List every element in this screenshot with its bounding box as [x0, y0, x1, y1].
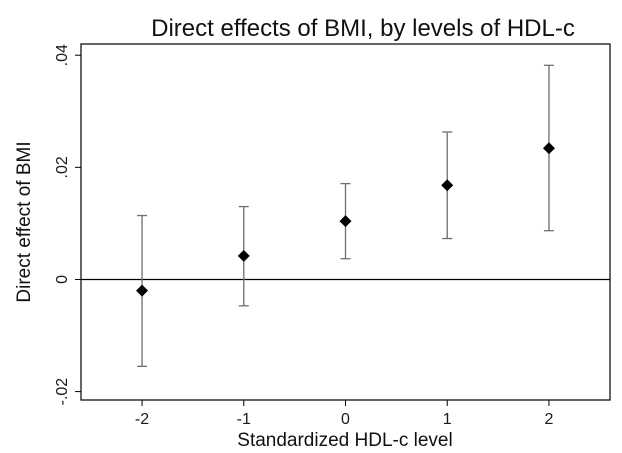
point-marker — [542, 142, 555, 155]
y-tick-label: .02 — [54, 156, 71, 178]
x-tick-label: 1 — [443, 411, 452, 428]
y-tick-label: 0 — [54, 275, 71, 284]
y-axis-title: Direct effect of BMI — [14, 141, 35, 302]
x-tick-label: -1 — [237, 411, 251, 428]
x-tick-label: -2 — [135, 411, 149, 428]
y-tick-label: -.02 — [54, 378, 71, 406]
x-axis-title: Standardized HDL-c level — [237, 430, 452, 451]
markers — [136, 142, 555, 297]
y-axis: -.02 0 .02 .04 — [54, 44, 81, 405]
y-tick-label: .04 — [54, 44, 71, 66]
point-marker — [136, 284, 149, 297]
chart-title: Direct effects of BMI, by levels of HDL-… — [151, 15, 575, 42]
x-axis: -2 -1 0 1 2 — [135, 400, 554, 428]
point-marker — [237, 249, 250, 262]
point-marker — [441, 179, 454, 192]
point-marker — [339, 215, 352, 228]
x-tick-label: 0 — [341, 411, 350, 428]
x-tick-label: 2 — [545, 411, 554, 428]
